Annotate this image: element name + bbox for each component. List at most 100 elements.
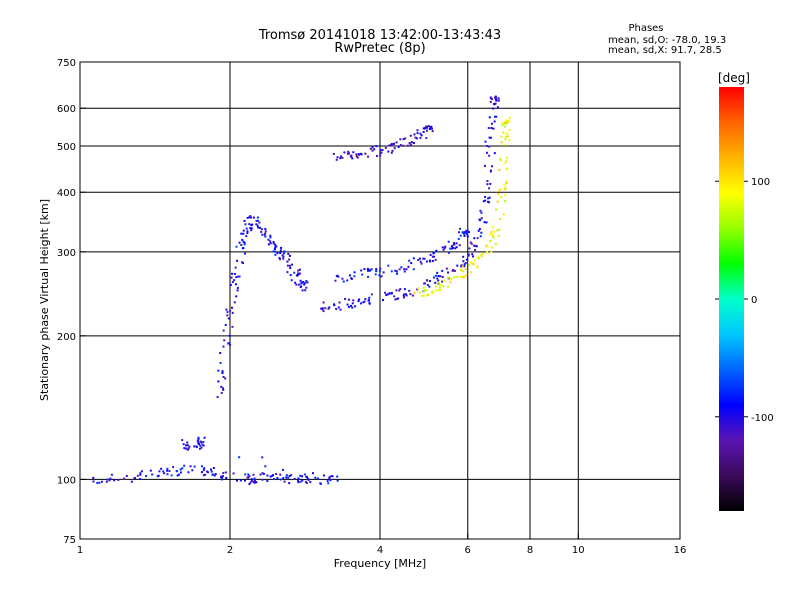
- echo-point: [241, 238, 244, 241]
- echo-point: [289, 267, 292, 270]
- echo-point: [168, 469, 171, 472]
- colorbar-tick-label: 0: [751, 295, 757, 306]
- echo-point: [410, 262, 413, 265]
- echo-point: [413, 291, 416, 294]
- echo-point: [341, 277, 344, 280]
- echo-point: [370, 293, 373, 296]
- echo-point: [351, 306, 354, 309]
- echo-point: [229, 309, 232, 312]
- echo-point: [163, 472, 166, 475]
- echo-point: [486, 200, 489, 203]
- echo-point: [248, 475, 251, 478]
- echo-point: [393, 147, 396, 150]
- echo-point: [422, 130, 425, 133]
- echo-point: [444, 245, 447, 248]
- echo-point: [320, 307, 323, 310]
- echo-point: [182, 443, 185, 446]
- echo-point: [203, 436, 206, 439]
- echo-point: [367, 155, 370, 158]
- echo-point: [264, 465, 267, 468]
- echo-point: [233, 279, 236, 282]
- echo-point: [175, 470, 178, 473]
- echo-point: [279, 478, 282, 481]
- echo-point: [301, 479, 304, 482]
- echo-point: [336, 156, 339, 159]
- echo-point: [487, 197, 490, 200]
- echo-point: [451, 246, 454, 249]
- echo-point: [374, 273, 377, 276]
- echo-point: [388, 144, 391, 147]
- echo-point: [436, 288, 439, 291]
- echo-point: [235, 479, 238, 482]
- echo-point: [288, 482, 291, 485]
- echo-point: [418, 257, 421, 260]
- echo-point: [279, 473, 282, 476]
- echo-point: [463, 265, 466, 268]
- echo-point: [398, 289, 401, 292]
- echo-point: [246, 476, 249, 479]
- x-axis-ticks: 1 2 4 6 8 10 16: [77, 533, 687, 556]
- echo-point: [282, 255, 285, 258]
- echo-point: [409, 144, 412, 147]
- echo-point: [446, 276, 449, 279]
- echo-point: [494, 242, 497, 245]
- echo-point: [382, 271, 385, 274]
- echo-point: [415, 137, 418, 140]
- echo-point: [504, 138, 507, 141]
- echo-point: [466, 229, 469, 232]
- echo-point: [472, 255, 475, 258]
- echo-point: [504, 188, 507, 191]
- echo-point: [328, 306, 331, 309]
- echo-point: [282, 477, 285, 480]
- echo-point: [379, 149, 382, 152]
- echo-point: [422, 286, 425, 289]
- echo-point: [261, 456, 264, 459]
- echo-point: [211, 473, 214, 476]
- echo-point: [352, 299, 355, 302]
- x-tick-label: 16: [674, 545, 687, 556]
- echo-point: [426, 260, 429, 263]
- echo-point: [486, 183, 489, 186]
- echo-point: [286, 260, 289, 263]
- echo-point: [500, 135, 503, 138]
- echo-point: [456, 275, 459, 278]
- echo-point: [410, 141, 413, 144]
- echo-point: [224, 377, 227, 380]
- echo-point: [245, 235, 248, 238]
- echo-point: [465, 229, 468, 232]
- echo-point: [242, 229, 245, 232]
- echo-point: [471, 262, 474, 265]
- echo-point: [179, 471, 182, 474]
- echo-point: [236, 286, 239, 289]
- phase-stats-x: mean, sd,X: 91.7, 28.5: [608, 45, 722, 56]
- echo-point: [488, 196, 491, 199]
- echo-point: [256, 219, 259, 222]
- echo-point: [352, 151, 355, 154]
- echo-point: [249, 481, 252, 484]
- echo-point: [247, 473, 250, 476]
- echo-point: [480, 217, 483, 220]
- echo-point: [450, 245, 453, 248]
- echo-point: [361, 273, 364, 276]
- echo-point: [459, 275, 462, 278]
- echo-point: [494, 102, 497, 105]
- echo-point: [187, 471, 190, 474]
- echo-point: [465, 258, 468, 261]
- y-tick-label: 750: [57, 58, 76, 69]
- echo-point: [436, 271, 439, 274]
- echo-point: [98, 481, 101, 484]
- echo-point: [408, 289, 411, 292]
- echo-point: [399, 288, 402, 291]
- echo-point: [222, 471, 225, 474]
- echo-point: [206, 470, 209, 473]
- echo-point: [433, 276, 436, 279]
- echo-point: [304, 480, 307, 483]
- echo-point: [252, 473, 255, 476]
- echo-point: [157, 474, 160, 477]
- echo-point: [434, 281, 437, 284]
- echo-point: [297, 477, 300, 480]
- y-tick-label: 200: [57, 332, 76, 343]
- echo-point: [298, 272, 301, 275]
- echo-point: [139, 478, 142, 481]
- echo-point: [235, 276, 238, 279]
